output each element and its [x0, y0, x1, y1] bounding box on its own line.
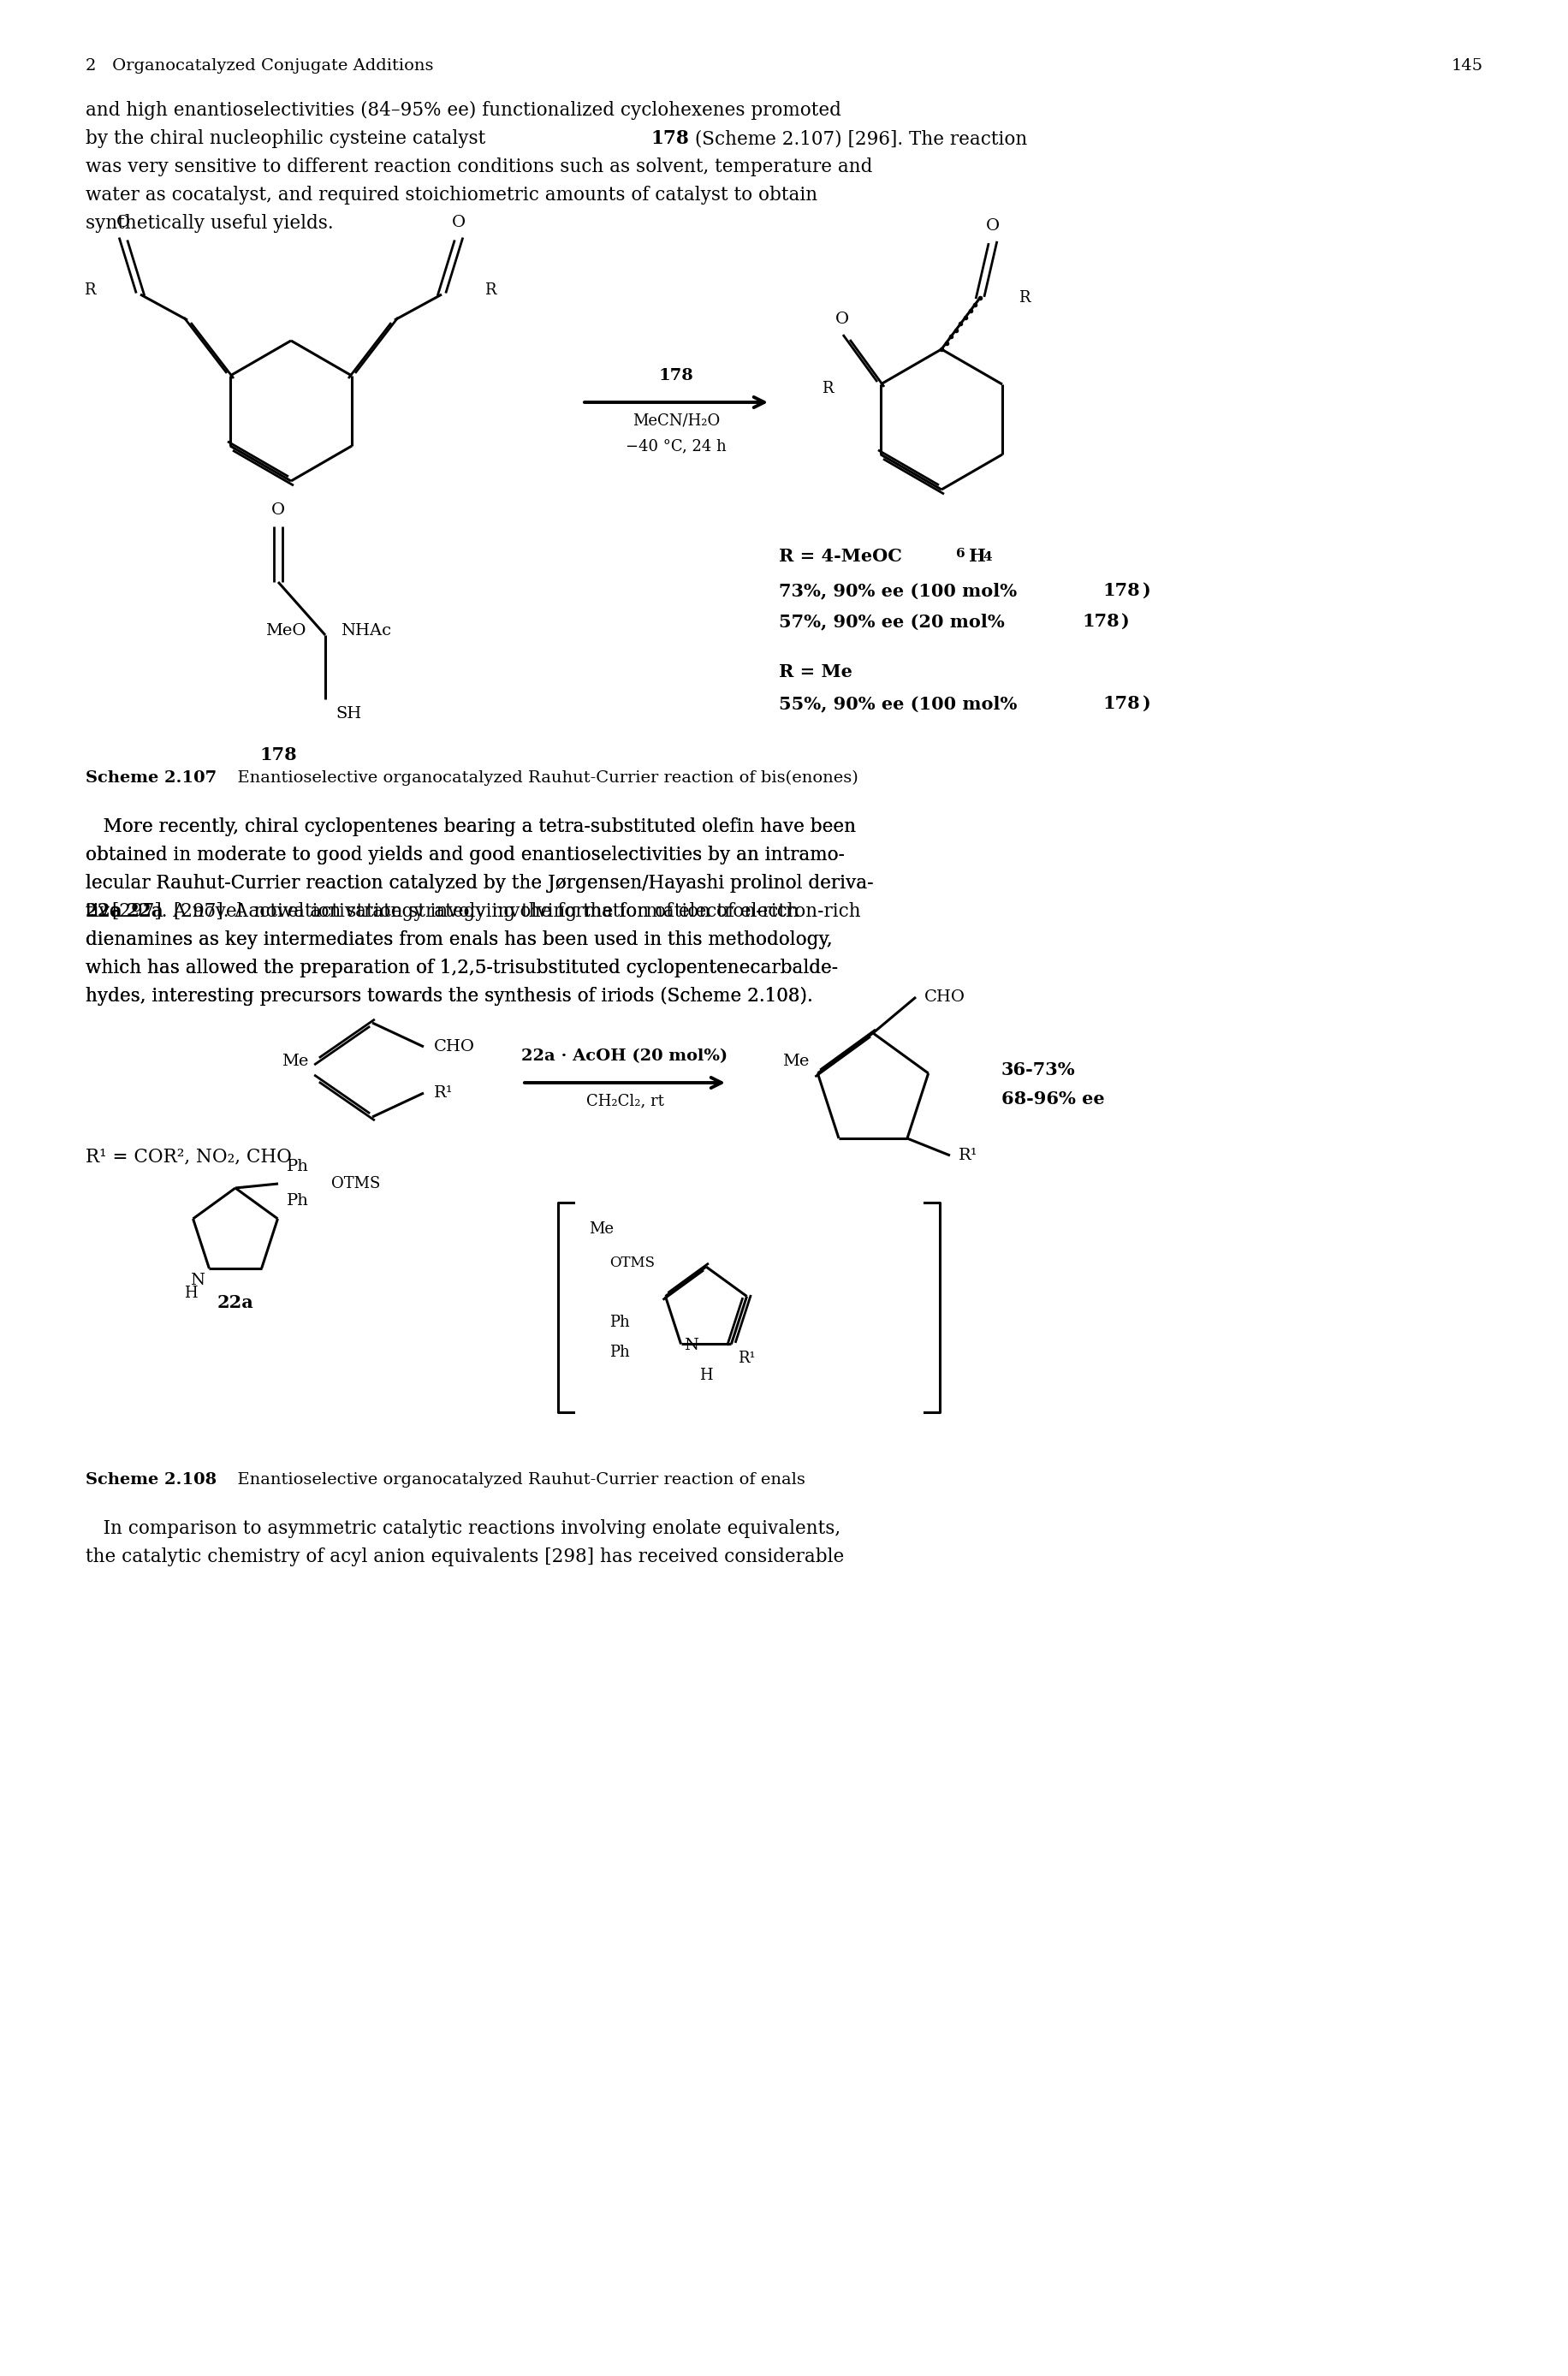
Text: which has allowed the preparation of 1,2,5-trisubstituted cyclopentenecarbalde-: which has allowed the preparation of 1,2…: [86, 958, 837, 977]
Text: Scheme 2.108: Scheme 2.108: [86, 1473, 216, 1487]
Text: R: R: [85, 283, 96, 297]
Text: O: O: [985, 219, 999, 233]
Text: −40 °C, 24 h: −40 °C, 24 h: [626, 437, 726, 454]
Text: More recently, chiral cyclopentenes bearing a tetra-substituted olefin have been: More recently, chiral cyclopentenes bear…: [86, 817, 856, 836]
Text: 36-73%: 36-73%: [1000, 1062, 1076, 1079]
Text: Enantioselective organocatalyzed Rauhut-Currier reaction of bis(enones): Enantioselective organocatalyzed Rauhut-…: [227, 770, 858, 786]
Text: R¹: R¹: [434, 1086, 453, 1100]
Text: CHO: CHO: [924, 988, 964, 1005]
Text: by the chiral nucleophilic cysteine catalyst: by the chiral nucleophilic cysteine cata…: [86, 128, 491, 147]
Text: 22a: 22a: [127, 903, 165, 922]
Text: R: R: [485, 283, 495, 297]
Text: 68-96% ee: 68-96% ee: [1000, 1091, 1104, 1107]
Text: 73%, 90% ee (100 mol%: 73%, 90% ee (100 mol%: [778, 582, 1022, 599]
Text: lecular Rauhut-Currier reaction catalyzed by the Jørgensen/Hayashi prolinol deri: lecular Rauhut-Currier reaction catalyze…: [86, 874, 873, 893]
Text: ): ): [1142, 582, 1151, 599]
Text: R: R: [822, 380, 833, 397]
Text: tive: tive: [86, 903, 125, 922]
Text: 178: 178: [259, 746, 296, 763]
Text: 178: 178: [659, 368, 693, 383]
Text: R¹ = COR², NO₂, CHO: R¹ = COR², NO₂, CHO: [86, 1148, 292, 1167]
Text: H: H: [699, 1369, 712, 1383]
Text: hydes, interesting precursors towards the synthesis of iriods (Scheme 2.108).: hydes, interesting precursors towards th…: [86, 986, 812, 1005]
Text: H: H: [183, 1285, 198, 1302]
Text: ): ): [1121, 613, 1129, 630]
Text: Me: Me: [782, 1053, 809, 1069]
Text: which has allowed the preparation of 1,2,5-trisubstituted cyclopentenecarbalde-: which has allowed the preparation of 1,2…: [86, 958, 837, 977]
Text: N: N: [684, 1338, 698, 1354]
Text: 22a · AcOH (20 mol%): 22a · AcOH (20 mol%): [521, 1048, 728, 1064]
Text: tive: tive: [86, 903, 125, 922]
Text: (Scheme 2.107) [296]. The reaction: (Scheme 2.107) [296]. The reaction: [688, 128, 1027, 147]
Text: obtained in moderate to good yields and good enantioselectivities by an intramo-: obtained in moderate to good yields and …: [86, 846, 844, 865]
Text: In comparison to asymmetric catalytic reactions involving enolate equivalents,: In comparison to asymmetric catalytic re…: [86, 1518, 840, 1537]
Text: O: O: [116, 214, 130, 230]
Text: R¹: R¹: [958, 1148, 977, 1164]
Text: obtained in moderate to good yields and good enantioselectivities by an intramo-: obtained in moderate to good yields and …: [86, 846, 844, 865]
Text: ): ): [1142, 696, 1151, 713]
Text: O: O: [271, 501, 285, 518]
Text: synthetically useful yields.: synthetically useful yields.: [86, 214, 334, 233]
Text: 178: 178: [1102, 582, 1138, 599]
Text: water as cocatalyst, and required stoichiometric amounts of catalyst to obtain: water as cocatalyst, and required stoich…: [86, 185, 817, 204]
Text: R: R: [1018, 290, 1030, 307]
Text: CH₂Cl₂, rt: CH₂Cl₂, rt: [585, 1093, 663, 1107]
Text: 145: 145: [1450, 57, 1482, 74]
Text: O: O: [452, 214, 466, 230]
Text: CHO: CHO: [434, 1038, 475, 1055]
Text: Ph: Ph: [608, 1345, 629, 1361]
Text: 6: 6: [955, 549, 964, 561]
Text: R = Me: R = Me: [778, 663, 851, 680]
Text: OTMS: OTMS: [331, 1176, 379, 1190]
Text: Ph: Ph: [287, 1193, 309, 1209]
Text: Enantioselective organocatalyzed Rauhut-Currier reaction of enals: Enantioselective organocatalyzed Rauhut-…: [227, 1473, 804, 1487]
Text: dienamines as key intermediates from enals has been used in this methodology,: dienamines as key intermediates from ena…: [86, 931, 833, 948]
Text: More recently, chiral cyclopentenes bearing a tetra-substituted olefin have been: More recently, chiral cyclopentenes bear…: [86, 817, 856, 836]
Text: NHAc: NHAc: [340, 623, 390, 639]
Text: 22a: 22a: [86, 903, 122, 922]
Text: 2   Organocatalyzed Conjugate Additions: 2 Organocatalyzed Conjugate Additions: [86, 57, 433, 74]
Text: 4: 4: [982, 551, 991, 563]
Text: the catalytic chemistry of acyl anion equivalents [298] has received considerabl: the catalytic chemistry of acyl anion eq…: [86, 1547, 844, 1566]
Text: 178: 178: [1082, 613, 1118, 630]
Text: MeO: MeO: [265, 623, 306, 639]
Text: N: N: [190, 1274, 205, 1288]
Text: hydes, interesting precursors towards the synthesis of iriods (Scheme 2.108).: hydes, interesting precursors towards th…: [86, 986, 812, 1005]
Text: SH: SH: [336, 706, 361, 722]
Text: [297]. A novel activation strategy involving the formation of electron-rich: [297]. A novel activation strategy invol…: [107, 903, 798, 922]
Text: O: O: [834, 311, 848, 328]
Text: R = 4-MeOC: R = 4-MeOC: [778, 549, 902, 565]
Text: and high enantioselectivities (84–95% ee) functionalized cyclohexenes promoted: and high enantioselectivities (84–95% ee…: [86, 102, 840, 119]
Text: Ph: Ph: [608, 1314, 629, 1331]
Text: Me: Me: [281, 1053, 307, 1069]
Text: was very sensitive to different reaction conditions such as solvent, temperature: was very sensitive to different reaction…: [86, 157, 872, 176]
Text: Me: Me: [588, 1221, 613, 1238]
Text: dienamines as key intermediates from enals has been used in this methodology,: dienamines as key intermediates from ena…: [86, 931, 833, 948]
Text: Scheme 2.107: Scheme 2.107: [86, 770, 216, 786]
Text: 55%, 90% ee (100 mol%: 55%, 90% ee (100 mol%: [778, 696, 1022, 713]
Text: 178: 178: [651, 128, 688, 147]
Text: Ph: Ph: [287, 1159, 309, 1174]
Text: lecular Rauhut-Currier reaction catalyzed by the Jørgensen/Hayashi prolinol deri: lecular Rauhut-Currier reaction catalyze…: [86, 874, 873, 893]
Text: 22a: 22a: [216, 1295, 254, 1312]
Text: 57%, 90% ee (20 mol%: 57%, 90% ee (20 mol%: [778, 613, 1010, 630]
Text: OTMS: OTMS: [608, 1255, 654, 1269]
Text: [297]. A novel activation strategy involving the formation of electron-rich: [297]. A novel activation strategy invol…: [168, 903, 861, 922]
Text: MeCN/H₂O: MeCN/H₂O: [632, 413, 720, 428]
Text: R¹: R¹: [737, 1352, 756, 1366]
Text: H: H: [969, 549, 985, 565]
Text: 178: 178: [1102, 696, 1138, 713]
